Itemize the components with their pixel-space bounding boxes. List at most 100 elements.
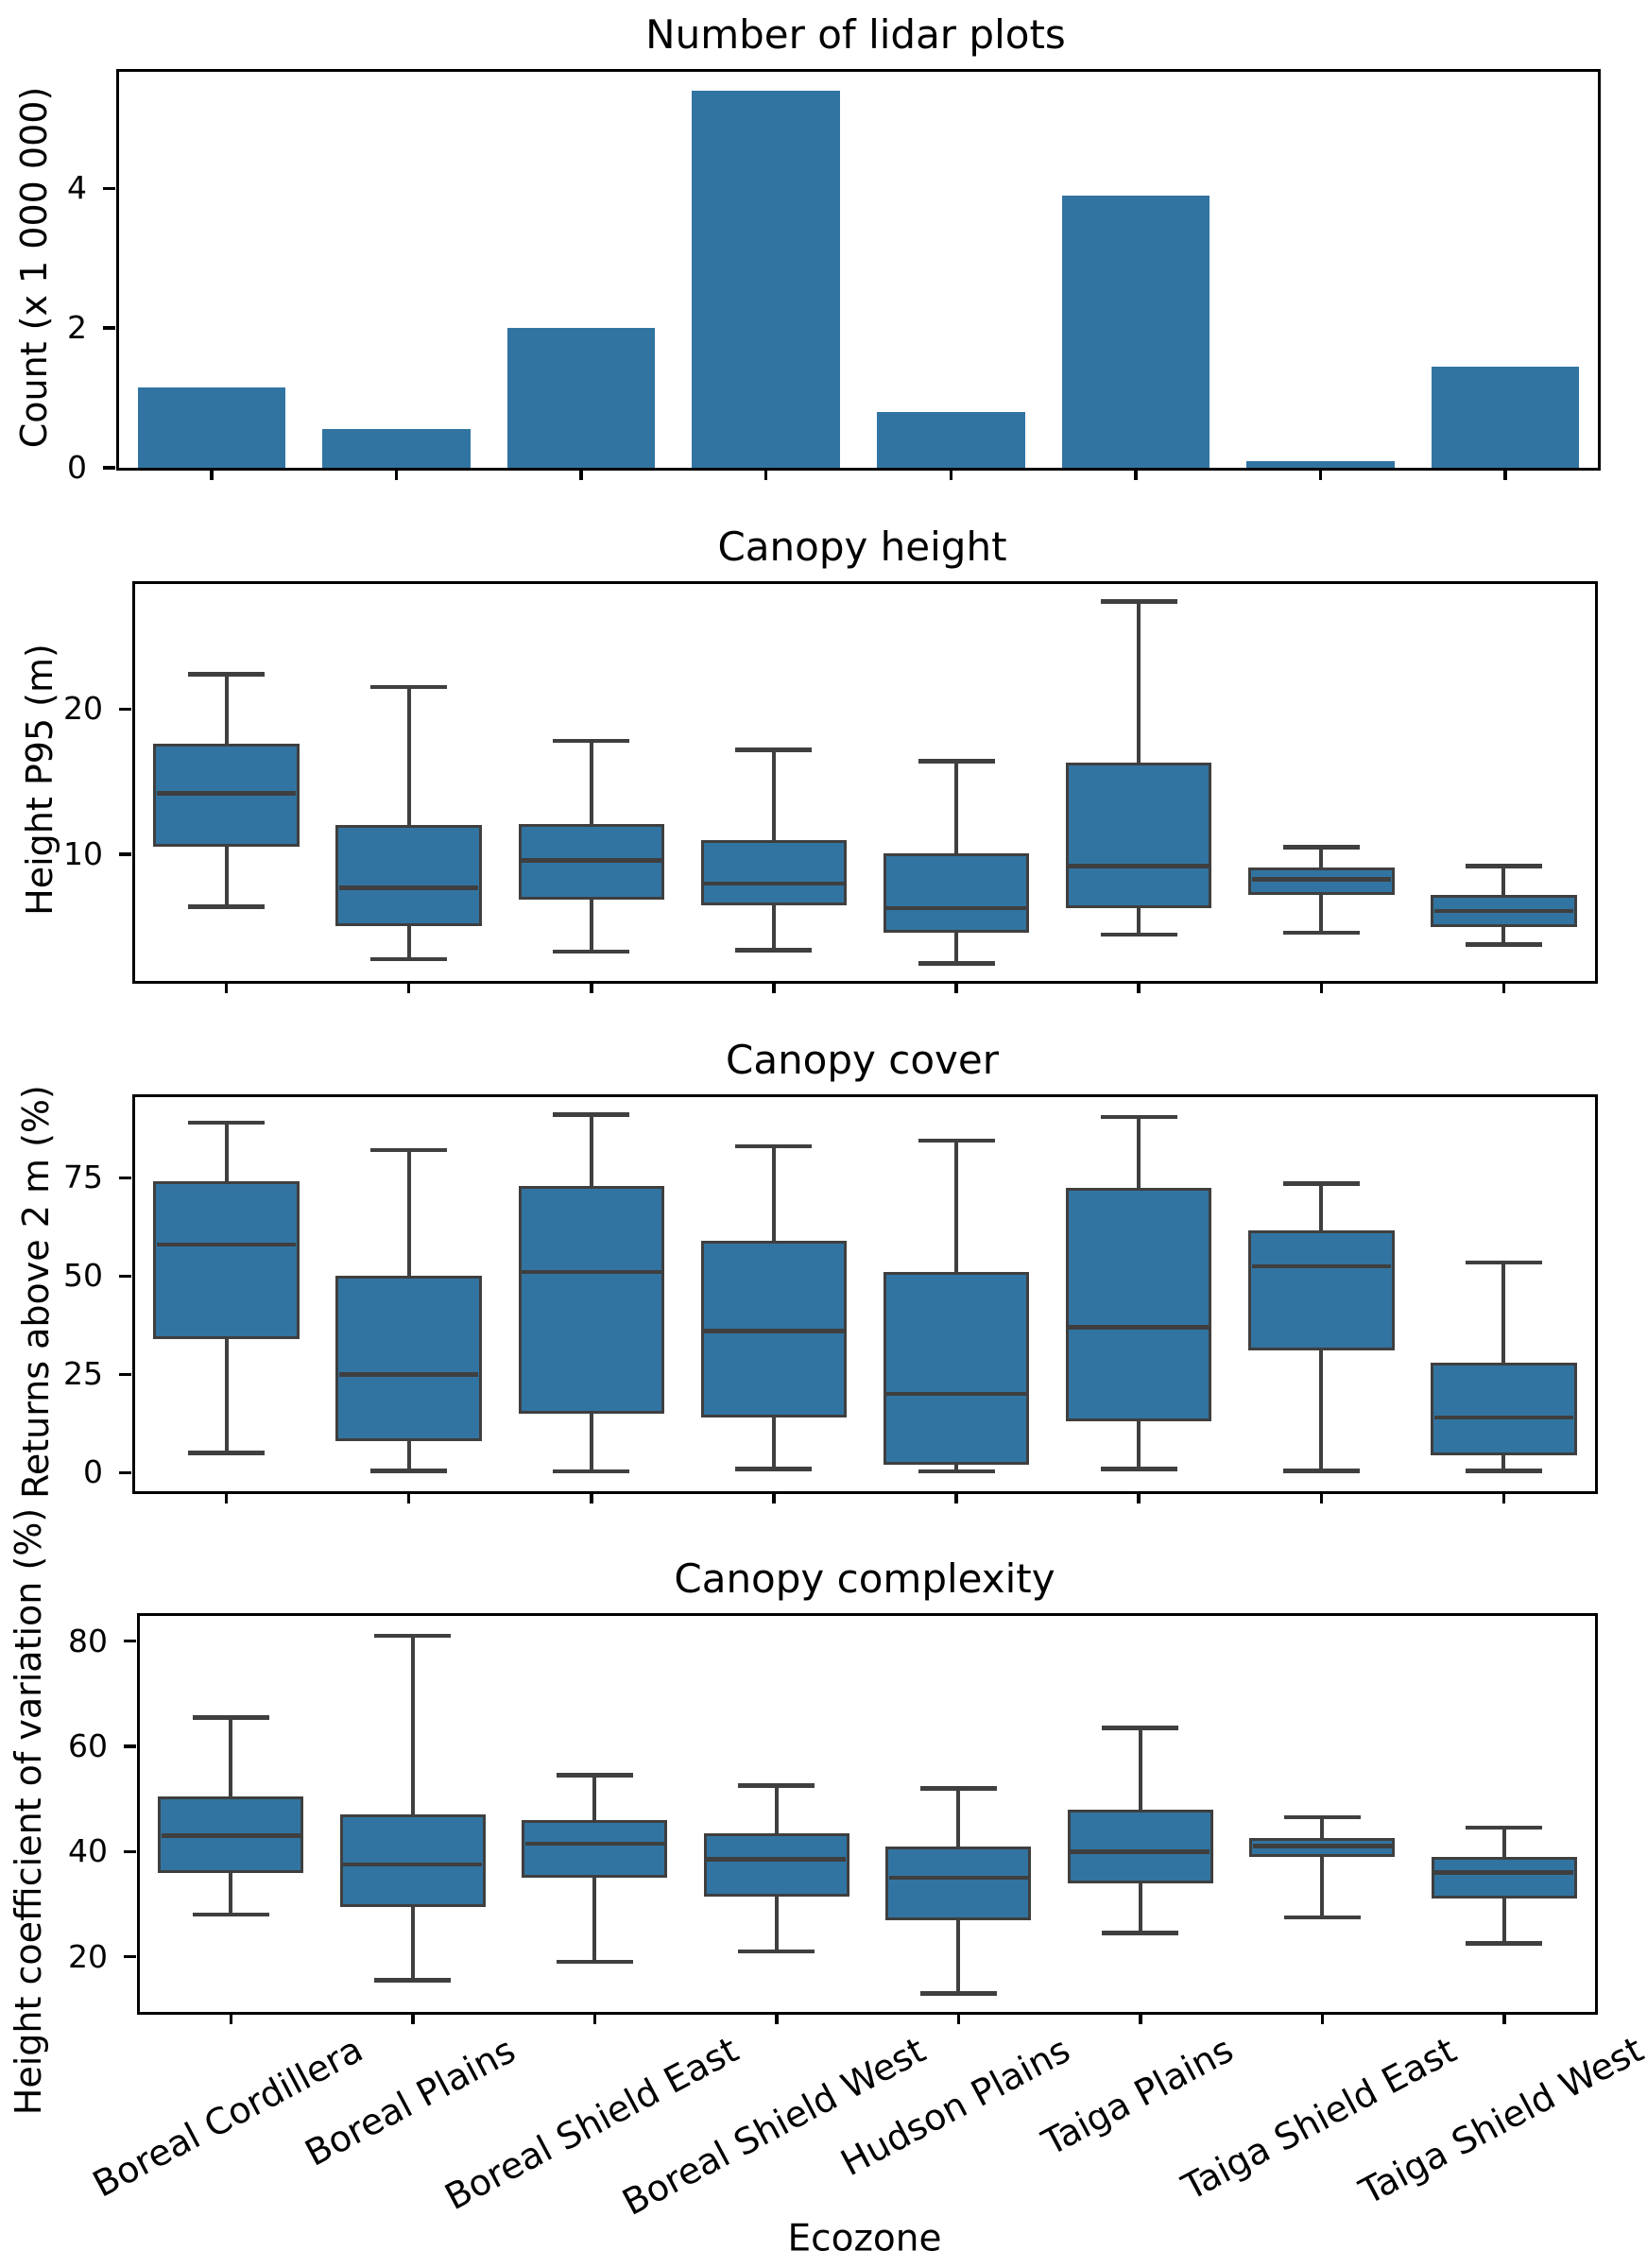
- y-tick-label: 50: [63, 1257, 103, 1295]
- lower-whisker: [592, 1878, 597, 1963]
- box: [335, 825, 482, 926]
- median-line: [707, 1857, 847, 1862]
- x-tick-mark: [1137, 1491, 1141, 1503]
- upper-whisker: [1138, 1727, 1142, 1810]
- lower-whisker: [1137, 1421, 1141, 1469]
- upper-whisker-cap: [188, 1120, 266, 1125]
- box: [1248, 868, 1395, 896]
- box-plot-area: 10 20: [63, 581, 1598, 993]
- y-tick-mark: [124, 1849, 136, 1854]
- lower-whisker: [1319, 1350, 1324, 1471]
- x-tick-mark: [1319, 981, 1324, 993]
- upper-whisker-cap: [1282, 1181, 1360, 1186]
- y-tick-mark: [119, 852, 131, 856]
- y-tick-label: 0: [67, 449, 87, 486]
- lower-whisker: [1138, 1882, 1142, 1933]
- upper-whisker: [1319, 1183, 1324, 1231]
- y-tick-label: 10: [63, 835, 103, 873]
- median-line: [522, 858, 661, 863]
- y-tick-mark: [103, 326, 115, 330]
- upper-whisker: [774, 1785, 779, 1833]
- box: [700, 839, 848, 905]
- box: [522, 1819, 668, 1879]
- box: [153, 1181, 300, 1339]
- median-line: [1069, 864, 1209, 868]
- upper-whisker: [1137, 601, 1141, 764]
- median-line: [886, 905, 1026, 911]
- median-line: [1251, 1263, 1392, 1269]
- y-tick-label: 2: [67, 309, 87, 347]
- median-line: [1069, 1325, 1209, 1330]
- x-tick-mark: [954, 981, 958, 993]
- y-tick-label: 40: [68, 1832, 108, 1870]
- y-tick-label: 75: [63, 1159, 103, 1196]
- bar: [1061, 195, 1210, 468]
- lower-whisker-cap: [188, 904, 266, 909]
- box: [1065, 1187, 1212, 1422]
- x-axis-label: Ecozone: [787, 2217, 942, 2260]
- lower-whisker-cap: [1100, 932, 1177, 937]
- x-tick-mark: [590, 981, 593, 993]
- bar: [877, 411, 1025, 468]
- upper-whisker-cap: [1100, 599, 1177, 604]
- lower-whisker-cap: [918, 1469, 995, 1474]
- lower-whisker: [406, 925, 411, 959]
- lower-whisker-cap: [918, 961, 995, 966]
- y-tick-label: 0: [83, 1453, 103, 1491]
- upper-whisker: [1319, 847, 1324, 868]
- x-tick-mark: [406, 981, 411, 993]
- box: [883, 1272, 1030, 1466]
- median-line: [524, 1841, 664, 1847]
- lower-whisker-cap: [1465, 1469, 1542, 1473]
- lower-whisker: [774, 1896, 779, 1951]
- x-tick-mark: [775, 2012, 779, 2024]
- upper-whisker-cap: [735, 1143, 813, 1149]
- bar: [692, 90, 840, 468]
- box: [1431, 1856, 1577, 1899]
- box: [518, 1185, 665, 1414]
- upper-whisker-cap: [553, 1112, 630, 1117]
- median-line: [522, 1269, 661, 1275]
- box: [703, 1832, 849, 1897]
- lower-whisker-cap: [1100, 1467, 1177, 1471]
- lower-whisker: [954, 933, 959, 964]
- x-tick-mark: [1501, 981, 1506, 993]
- lower-whisker: [1137, 908, 1141, 935]
- upper-whisker: [1137, 1116, 1141, 1188]
- median-line: [1434, 1870, 1574, 1875]
- lower-whisker: [410, 1906, 415, 1981]
- chart-title: Canopy cover: [726, 1037, 999, 1083]
- upper-whisker: [1501, 866, 1506, 896]
- median-line: [704, 1329, 844, 1333]
- upper-whisker: [224, 674, 229, 745]
- x-tick-mark: [1502, 2012, 1506, 2024]
- y-axis-label: Height coefficient of variation (%): [8, 1507, 49, 2115]
- median-line: [156, 1242, 297, 1247]
- y-tick-label: 4: [67, 169, 87, 207]
- x-tick-mark: [772, 1491, 776, 1503]
- chart-title: Number of lidar plots: [645, 11, 1066, 58]
- y-tick-mark: [119, 1274, 131, 1279]
- x-tick-mark: [411, 2012, 415, 2024]
- lower-whisker-cap: [556, 1959, 633, 1965]
- bar: [1246, 460, 1395, 468]
- box: [153, 744, 300, 848]
- lower-whisker-cap: [192, 1912, 269, 1917]
- x-category-label: Boreal Cordillera: [86, 2028, 370, 2207]
- box: [1431, 1362, 1577, 1455]
- upper-whisker-cap: [370, 1147, 448, 1153]
- upper-whisker: [589, 741, 593, 824]
- upper-whisker: [224, 1123, 229, 1182]
- upper-whisker-cap: [1465, 864, 1542, 868]
- x-tick-mark: [949, 468, 953, 480]
- x-tick-mark: [1501, 1491, 1506, 1503]
- upper-whisker-cap: [1102, 1726, 1179, 1730]
- upper-whisker: [1501, 1828, 1506, 1857]
- lower-whisker-cap: [370, 956, 448, 962]
- upper-whisker-cap: [735, 747, 813, 752]
- y-axis-label: Count (x 1 000 000): [13, 86, 55, 448]
- upper-whisker-cap: [553, 738, 630, 744]
- upper-whisker: [1320, 1817, 1325, 1839]
- lower-whisker: [1501, 1454, 1506, 1471]
- upper-whisker-cap: [192, 1715, 269, 1720]
